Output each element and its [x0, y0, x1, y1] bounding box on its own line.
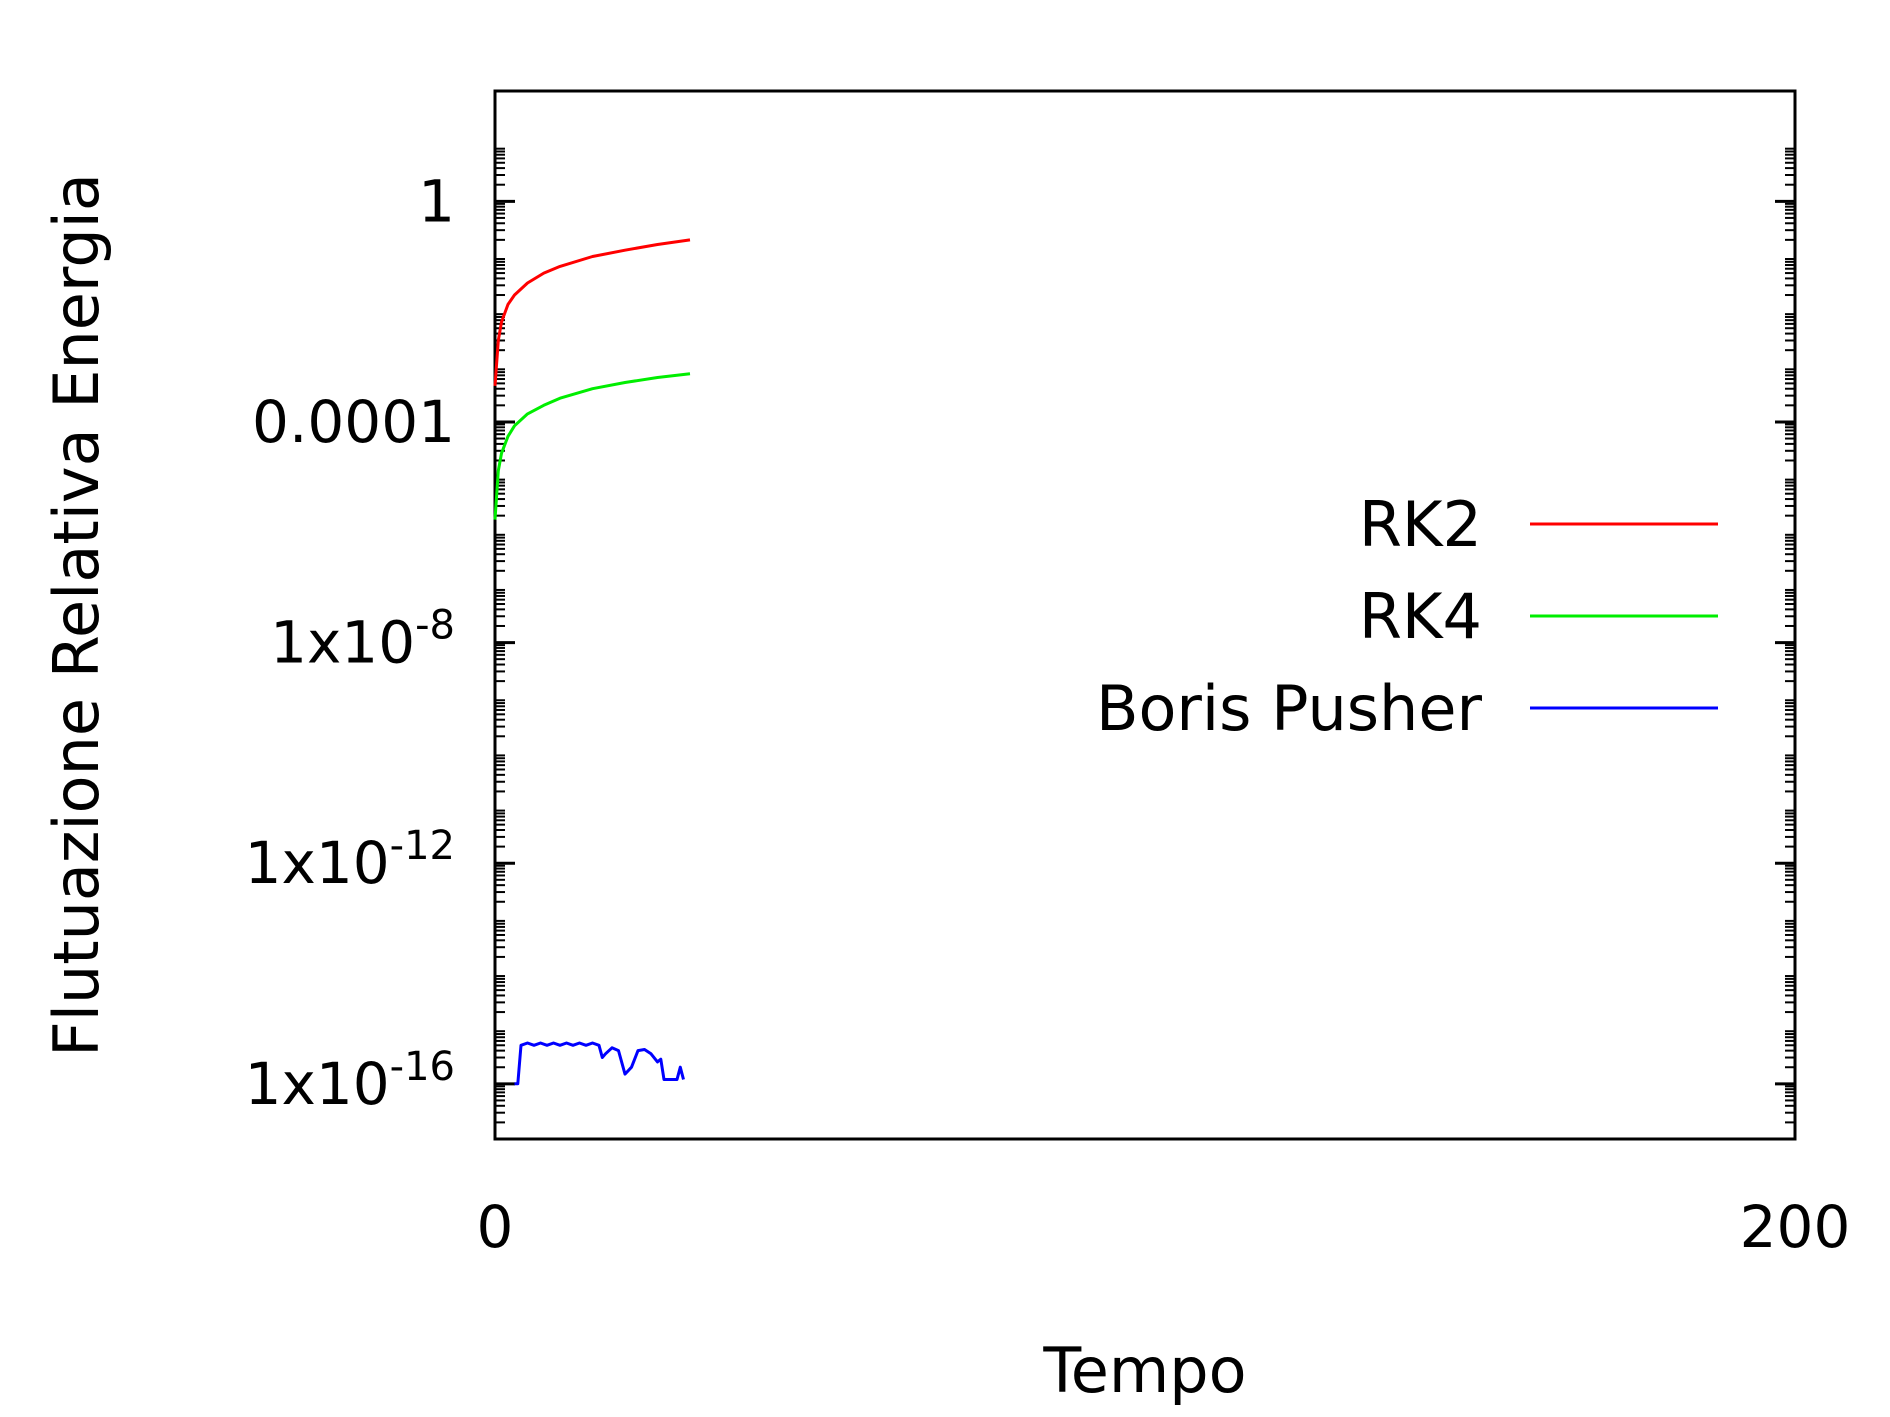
x-axis-ticks: 0 200	[477, 1193, 1851, 1261]
y-tick-base: 0.0001	[252, 388, 455, 456]
y-tick-base: 1x10	[270, 609, 415, 677]
legend-label-rk2: RK2	[1359, 488, 1482, 561]
series-line-boris-pusher	[514, 1041, 685, 1086]
plot-frame	[493, 89, 1797, 1141]
y-tick-label: 1	[418, 167, 455, 235]
series-line-rk2	[493, 238, 691, 387]
x-tick-label: 0	[477, 1193, 514, 1261]
y-tick-label: 1x10-16	[245, 1044, 455, 1118]
legend-label-rk4: RK4	[1359, 580, 1482, 653]
y-tick-exponent: -12	[390, 823, 455, 869]
y-tick-label: 1x10-12	[245, 823, 455, 897]
legend: RK2 RK4 Boris Pusher	[1096, 488, 1718, 745]
y-tick-label: 0.0001	[252, 388, 455, 456]
y-axis-title: Flutuazione Relativa Energia	[40, 173, 113, 1057]
y-tick-base: 1	[418, 167, 455, 235]
legend-label-boris-pusher: Boris Pusher	[1096, 672, 1483, 745]
y-tick-base: 1x10	[245, 829, 390, 897]
series-layer	[493, 238, 691, 1086]
y-tick-base: 1x10	[245, 1050, 390, 1118]
y-tick-exponent: -16	[390, 1044, 455, 1090]
y-tick-label: 1x10-8	[270, 603, 455, 677]
series-line-rk4	[493, 372, 691, 520]
x-tick-label: 200	[1740, 1193, 1851, 1261]
y-tick-exponent: -8	[415, 603, 455, 649]
x-axis-title: Tempo	[1042, 1334, 1246, 1407]
